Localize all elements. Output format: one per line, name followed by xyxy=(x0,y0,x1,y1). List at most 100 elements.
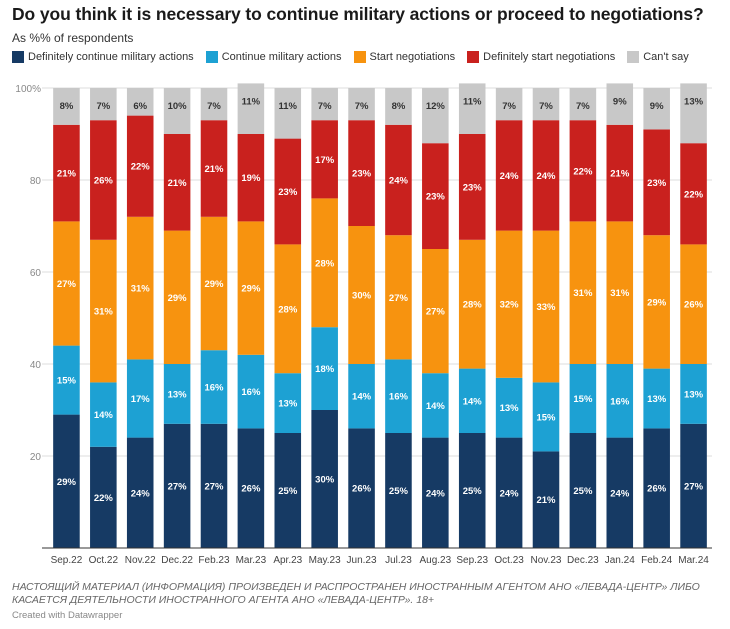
bar-segment xyxy=(606,364,634,438)
bar-segment xyxy=(200,120,228,217)
bar-segment xyxy=(311,410,338,548)
bar-segment xyxy=(458,433,486,548)
bar-segment xyxy=(311,198,338,328)
data-label: 11% xyxy=(279,101,298,112)
data-label: 21% xyxy=(204,164,224,175)
legend-label: Definitely continue military actions xyxy=(28,51,194,63)
data-label: 13% xyxy=(684,96,704,107)
data-label: 27% xyxy=(204,481,224,492)
data-label: 24% xyxy=(536,171,556,182)
bar-segment xyxy=(606,124,634,222)
data-label: 26% xyxy=(647,484,667,495)
data-label: 22% xyxy=(94,493,114,504)
data-label: 13% xyxy=(278,399,298,410)
data-label: 32% xyxy=(500,300,520,311)
data-label: 7% xyxy=(539,101,553,112)
bar-segment xyxy=(126,437,154,548)
legend-item-cant-say: Can't say xyxy=(627,51,689,63)
bar-segment xyxy=(163,134,191,231)
data-label: 15% xyxy=(536,412,556,423)
legend-label: Start negotiations xyxy=(369,51,456,63)
data-label: 25% xyxy=(389,486,409,497)
data-label: 8% xyxy=(392,101,406,112)
bar-segment xyxy=(385,235,412,360)
bar-segment xyxy=(348,88,375,121)
bar-segment xyxy=(200,216,228,351)
data-label: 27% xyxy=(389,293,409,304)
data-label: 24% xyxy=(131,488,151,499)
data-label: 21% xyxy=(536,495,556,506)
data-label: 28% xyxy=(463,300,483,311)
bar-segment xyxy=(680,83,707,144)
bar-segment xyxy=(643,129,670,236)
data-label: 27% xyxy=(57,279,77,290)
legend-item-definitely-continue: Definitely continue military actions xyxy=(12,51,194,63)
data-label: 16% xyxy=(204,383,224,394)
bar-segment xyxy=(163,364,191,424)
data-label: 27% xyxy=(684,481,704,492)
data-label: 9% xyxy=(613,96,627,107)
data-label: 29% xyxy=(204,279,224,290)
bar-segment xyxy=(569,120,597,222)
bar-segment xyxy=(385,124,412,236)
legend-label: Definitely start negotiations xyxy=(483,51,616,63)
bar-segment xyxy=(643,88,670,130)
bar-segment xyxy=(126,216,154,360)
data-label: 8% xyxy=(60,101,74,112)
legend-swatch xyxy=(353,51,366,63)
bar-segment xyxy=(237,83,265,134)
bar-segment xyxy=(422,88,449,144)
bar-segment xyxy=(532,230,560,383)
bar-segment xyxy=(348,428,375,548)
x-tick-label: Nov.22 xyxy=(125,555,156,566)
x-tick-label: Dec.23 xyxy=(567,555,599,566)
data-label: 15% xyxy=(57,376,77,387)
bar-segment xyxy=(237,134,265,222)
data-label: 7% xyxy=(207,101,221,112)
data-label: 30% xyxy=(315,475,335,486)
bar-segment xyxy=(680,143,707,245)
bar-segment xyxy=(643,428,670,548)
x-tick-label: Sep.23 xyxy=(456,555,488,566)
bar-segment xyxy=(274,138,302,245)
footer-note: НАСТОЯЩИЙ МАТЕРИАЛ (ИНФОРМАЦИЯ) ПРОИЗВЕД… xyxy=(12,581,700,606)
bar-segment xyxy=(311,120,338,199)
bar-segment xyxy=(274,433,302,548)
bar-segment xyxy=(200,88,228,121)
data-label: 31% xyxy=(610,288,630,299)
legend-item-definitely-start-negotiations: Definitely start negotiations xyxy=(467,51,615,63)
data-label: 29% xyxy=(241,284,261,295)
bar-segment xyxy=(458,239,486,369)
legend-label: Continue military actions xyxy=(221,51,342,63)
bar-segment xyxy=(53,124,80,222)
bar-segment xyxy=(385,359,412,433)
data-label: 11% xyxy=(242,96,261,107)
bar-segment xyxy=(385,433,412,548)
data-label: 22% xyxy=(573,166,593,177)
data-label: 26% xyxy=(684,300,704,311)
data-label: 27% xyxy=(426,307,446,318)
data-label: 28% xyxy=(315,258,335,269)
bar-segment xyxy=(237,221,265,355)
bar-segment xyxy=(458,83,486,134)
data-label: 21% xyxy=(168,178,188,189)
bar-segment xyxy=(643,368,670,429)
data-label: 14% xyxy=(94,410,114,421)
bar-segment xyxy=(200,350,228,424)
data-label: 14% xyxy=(352,392,372,403)
data-label: 9% xyxy=(650,101,664,112)
legend: Definitely continue military actions Con… xyxy=(12,51,689,63)
bar-segment xyxy=(495,377,523,438)
legend-swatch xyxy=(467,51,480,63)
bar-segment xyxy=(126,88,154,116)
legend-label: Can't say xyxy=(643,51,689,63)
data-label: 13% xyxy=(684,389,704,400)
legend-swatch xyxy=(627,51,640,63)
bar-segment xyxy=(126,115,154,217)
data-label: 33% xyxy=(536,302,556,313)
y-tick-label: 60 xyxy=(30,268,42,279)
data-label: 16% xyxy=(389,392,409,403)
bar-segment xyxy=(163,423,191,548)
x-tick-label: Jun.23 xyxy=(347,555,377,566)
bar-segment xyxy=(90,446,117,548)
